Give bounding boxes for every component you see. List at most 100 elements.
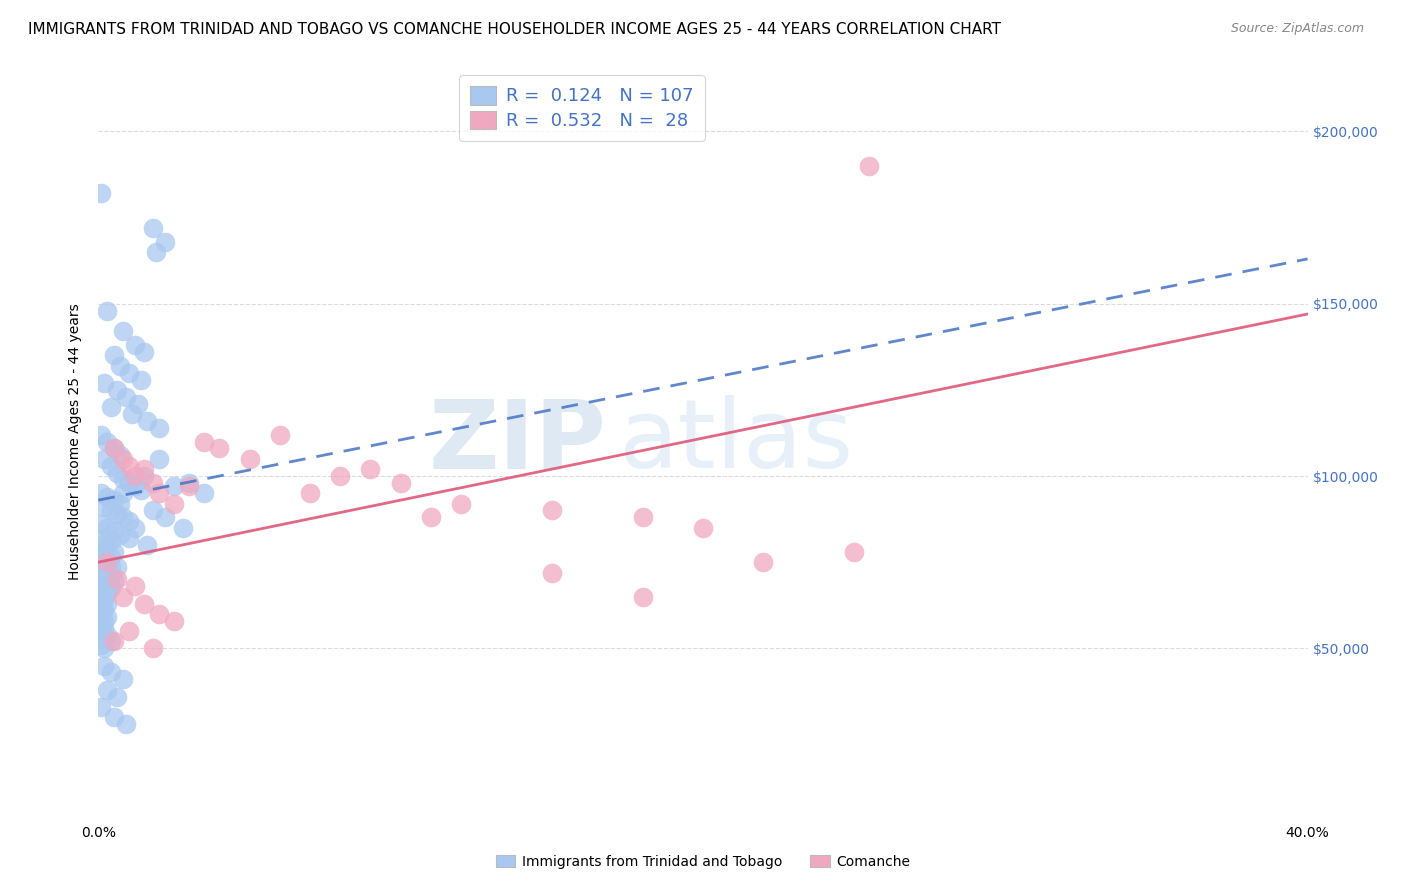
Point (108, 448, 131, 462)
Point (100, 569, 122, 583)
Point (96, 434, 118, 449)
Point (269, 427, 291, 442)
Point (163, 497, 186, 511)
Point (118, 624, 141, 639)
Point (93, 567, 115, 582)
Point (105, 560, 128, 574)
Point (90, 607, 112, 621)
Point (179, 475, 201, 490)
Point (93, 555, 115, 569)
Point (108, 497, 131, 511)
Point (90, 538, 112, 552)
Point (93, 631, 115, 645)
Point (193, 434, 215, 449)
Point (135, 538, 157, 552)
Point (90, 590, 112, 604)
Point (93, 575, 115, 590)
Point (103, 710, 125, 724)
Point (90, 584, 112, 599)
Point (111, 451, 134, 466)
Point (93, 376, 115, 390)
Point (93, 562, 115, 576)
Point (90, 517, 112, 532)
Point (96, 541, 118, 556)
Point (172, 521, 194, 535)
Point (142, 641, 165, 656)
Point (90, 699, 112, 714)
Point (118, 514, 141, 528)
Point (129, 372, 152, 386)
Point (105, 466, 128, 480)
Text: atlas: atlas (619, 395, 853, 488)
Point (142, 475, 165, 490)
Point (93, 531, 115, 545)
Point (142, 220, 165, 235)
Point (103, 348, 125, 362)
Point (124, 579, 146, 593)
Point (179, 479, 201, 493)
Point (90, 638, 112, 652)
Point (100, 458, 122, 473)
Point (118, 366, 141, 380)
Point (360, 462, 382, 476)
Point (103, 442, 125, 456)
Point (114, 717, 136, 731)
Point (142, 503, 165, 517)
Point (93, 641, 115, 656)
Point (105, 690, 128, 704)
Point (93, 614, 115, 628)
Point (93, 548, 115, 563)
Point (858, 159, 880, 173)
Point (118, 531, 141, 545)
Point (103, 493, 125, 508)
Point (96, 303, 118, 318)
Point (103, 634, 125, 648)
Point (105, 573, 128, 587)
Point (93, 593, 115, 607)
Point (631, 510, 654, 524)
Point (135, 414, 157, 428)
Point (124, 521, 146, 535)
Point (118, 458, 141, 473)
Point (90, 617, 112, 632)
Point (108, 359, 131, 373)
Point (100, 400, 122, 414)
Point (111, 473, 134, 487)
Point (111, 324, 134, 338)
Point (100, 634, 122, 648)
Point (121, 407, 143, 421)
Point (90, 571, 112, 585)
Point (844, 545, 866, 559)
Point (124, 479, 146, 493)
Point (96, 553, 118, 567)
Point (100, 558, 122, 573)
Point (193, 486, 215, 500)
Point (129, 483, 152, 497)
Point (90, 551, 112, 566)
Point (148, 607, 170, 621)
Point (540, 503, 562, 517)
Point (103, 574, 125, 588)
Point (389, 475, 412, 490)
Point (540, 566, 562, 580)
Point (100, 581, 122, 595)
Point (103, 524, 125, 538)
Point (93, 451, 115, 466)
Point (153, 510, 176, 524)
Point (124, 469, 146, 483)
Point (96, 682, 118, 697)
Point (96, 490, 118, 504)
Point (105, 507, 128, 521)
Point (96, 521, 118, 535)
Point (148, 451, 170, 466)
Point (132, 462, 155, 476)
Text: ZIP: ZIP (429, 395, 606, 488)
Point (96, 597, 118, 611)
Legend: Immigrants from Trinidad and Tobago, Comanche: Immigrants from Trinidad and Tobago, Com… (489, 849, 917, 874)
Point (105, 383, 128, 397)
Point (148, 421, 170, 435)
Point (111, 486, 134, 500)
Point (96, 627, 118, 641)
Point (153, 235, 176, 249)
Point (90, 486, 112, 500)
